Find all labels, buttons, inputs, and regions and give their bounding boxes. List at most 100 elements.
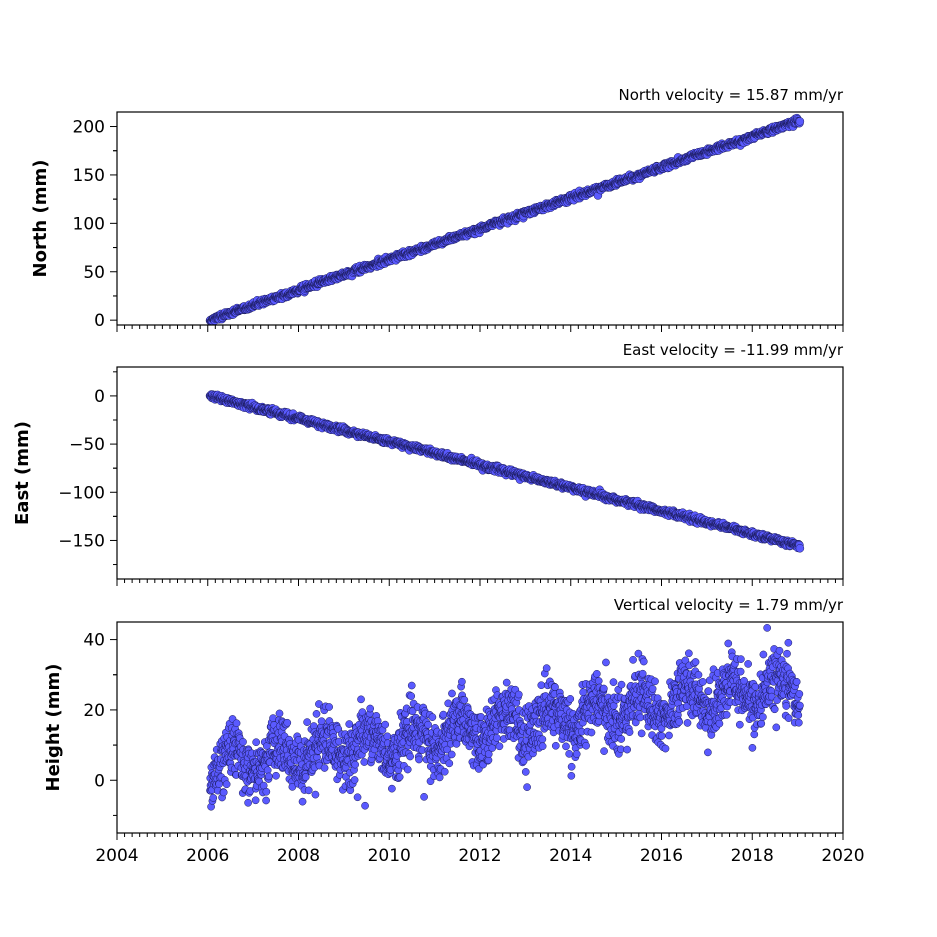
data-point [683,719,692,727]
height-panel: Vertical velocity = 1.79 mm/yr Height (m… [43,596,865,866]
data-point [698,678,707,686]
data-point [283,718,292,727]
data-point [439,710,448,719]
data-point [715,719,724,728]
data-point [317,717,326,726]
data-point [684,649,693,658]
data-point [239,738,247,746]
data-point [298,797,307,806]
data-point [383,732,392,741]
data-point [625,728,634,736]
data-point [251,796,260,805]
data-point [594,677,603,685]
data-point [445,759,454,768]
east-velocity-title: East velocity = -11.99 mm/yr [623,341,844,359]
east-panel: East velocity = -11.99 mm/yr East (mm) 0… [12,341,844,586]
data-point [514,690,523,699]
data-point [704,687,713,695]
data-point [602,658,610,667]
data-point [420,793,428,801]
data-point [694,670,703,679]
data-point [592,670,601,678]
data-point [252,738,261,747]
data-point [562,742,570,751]
east-x-ticks [116,579,844,586]
data-point [262,796,270,805]
data-point [648,684,657,693]
data-point [447,750,456,759]
data-point [415,755,423,764]
east-y-axis-label: East (mm) [12,421,33,525]
data-point [492,734,501,742]
data-point [691,658,700,666]
north-x-ticks [116,325,844,332]
data-point [275,709,284,718]
data-point [636,713,645,722]
data-point [587,728,596,737]
data-point [435,773,444,782]
data-point [538,742,547,751]
data-point [521,768,530,776]
data-point [301,773,310,781]
data-point [303,718,311,726]
data-point [617,735,626,743]
data-point [567,762,576,771]
y-tick-label: −100 [58,483,105,503]
y-tick-label: 200 [73,118,105,138]
data-point [312,710,321,718]
y-tick-label: 100 [73,214,105,234]
data-point [403,765,412,774]
height-data-points [206,624,804,811]
data-point [262,787,271,796]
data-point [395,773,404,781]
data-point [232,719,241,728]
data-point [538,735,547,744]
data-point [458,677,466,686]
data-point [657,732,666,740]
data-point [582,741,590,750]
y-tick-label: −50 [69,435,105,455]
data-point [651,677,659,686]
data-point [406,752,414,761]
data-point [724,639,733,648]
data-point [209,794,218,802]
data-point [566,695,575,703]
data-point [381,720,390,729]
data-point [460,696,469,704]
data-point [599,684,608,693]
data-point [440,767,449,776]
data-point [542,664,551,673]
data-point [795,544,805,553]
data-point [407,692,416,700]
data-point [448,689,456,698]
data-point [222,780,231,789]
data-point [617,680,626,689]
y-tick-label: −150 [58,531,105,551]
data-point [304,786,313,795]
east-y-ticks: 0 −50 −100 −150 [58,371,117,566]
data-point [264,772,273,781]
data-point [477,713,485,721]
data-point [334,725,343,733]
data-point [351,760,359,769]
data-point [523,783,531,791]
data-point [675,718,684,726]
data-point [424,720,432,729]
data-point [244,798,252,807]
data-point [495,742,504,751]
data-point [357,695,365,704]
data-point [722,710,731,719]
north-data-points [205,113,805,325]
y-tick-label: 0 [94,387,105,407]
data-point [638,669,647,678]
data-point [600,747,608,755]
data-point [272,771,280,780]
data-point [345,720,354,728]
data-point [428,713,437,721]
data-point [502,678,511,687]
north-panel: North velocity = 15.87 mm/yr North (mm) … [30,86,844,332]
north-y-axis-label: North (mm) [30,160,51,278]
east-data-points [205,390,805,553]
data-point [665,731,673,740]
